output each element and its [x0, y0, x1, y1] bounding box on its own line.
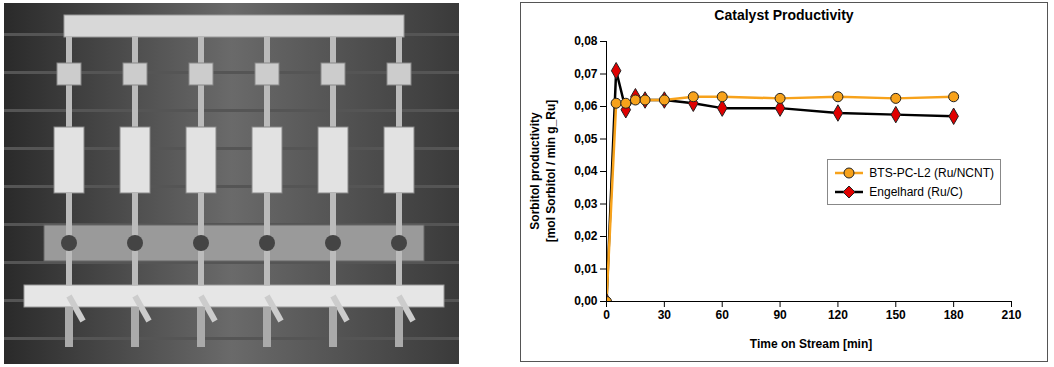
svg-text:0,00: 0,00 [574, 294, 598, 308]
html-text:[mol Sorbitol / min g_Ru]: [mol Sorbitol / min g_Ru] [544, 99, 558, 243]
svg-text:0,08: 0,08 [574, 34, 598, 48]
svg-text:30: 30 [658, 308, 672, 322]
svg-text:90: 90 [773, 308, 787, 322]
svg-text:0,07: 0,07 [574, 67, 598, 81]
html-text:Time on Stream [min]: Time on Stream [min] [749, 337, 873, 351]
svg-text:0: 0 [603, 308, 610, 322]
svg-text:180: 180 [944, 308, 964, 322]
svg-text:0,05: 0,05 [574, 132, 598, 146]
html-text:Sorbitol productivity: Sorbitol productivity [528, 112, 542, 230]
svg-text:120: 120 [828, 308, 848, 322]
svg-text:60: 60 [716, 308, 730, 322]
svg-text:0,01: 0,01 [574, 262, 598, 276]
html-text:Engelhard (Ru/C): Engelhard (Ru/C) [869, 184, 963, 199]
html-text:Catalyst Productivity: Catalyst Productivity [714, 7, 854, 23]
svg-text:210: 210 [1001, 308, 1021, 322]
svg-text:0,06: 0,06 [574, 99, 598, 113]
html-text:BTS-PC-L2 (Ru/NCNT): BTS-PC-L2 (Ru/NCNT) [869, 165, 994, 180]
svg-text:0,04: 0,04 [574, 164, 598, 178]
svg-text:150: 150 [886, 308, 906, 322]
svg-text:0,02: 0,02 [574, 229, 598, 243]
svg-text:0,03: 0,03 [574, 197, 598, 211]
